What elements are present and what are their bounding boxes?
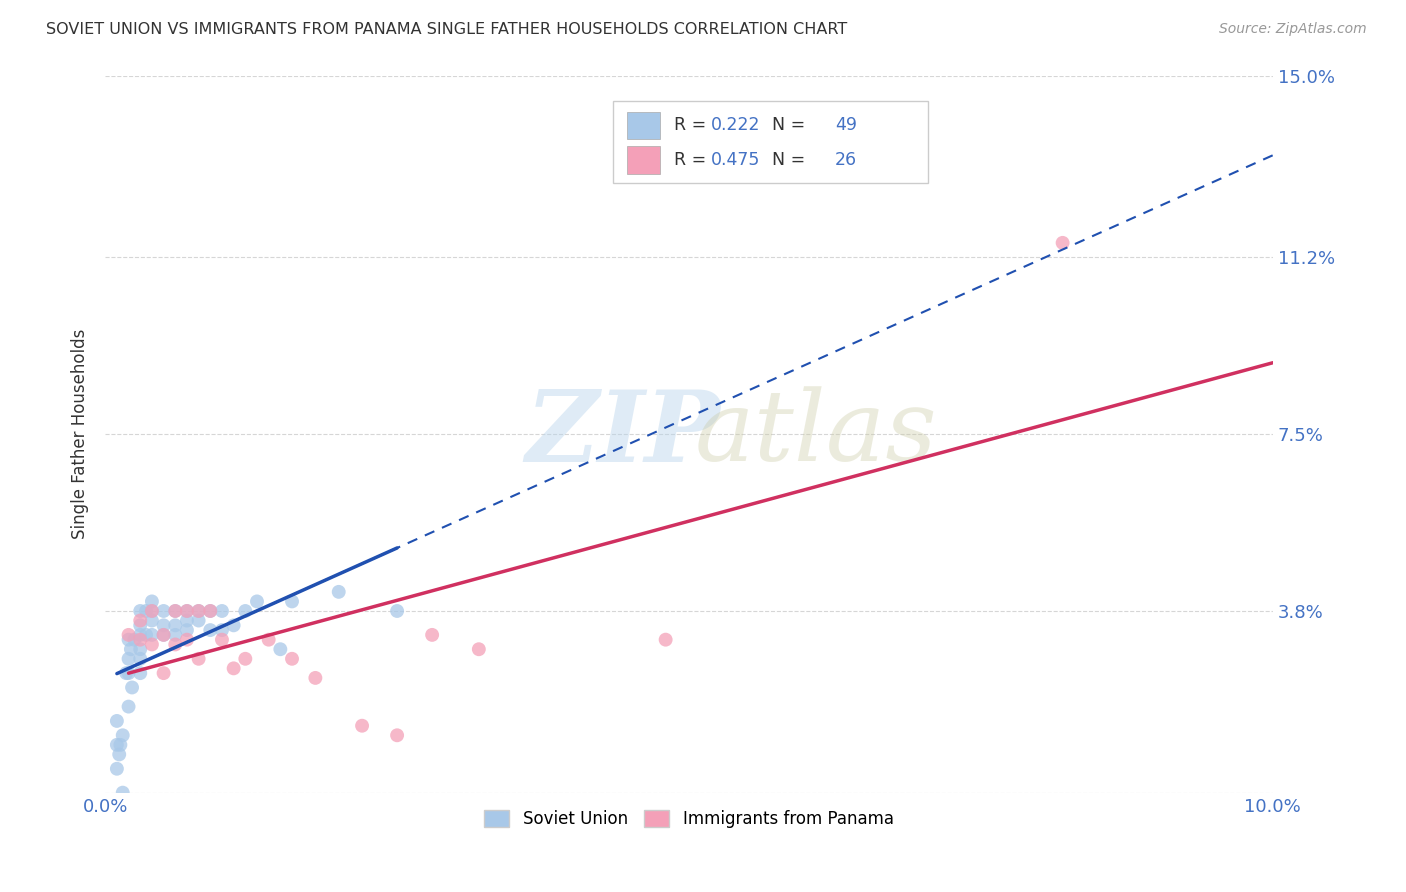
Point bbox=[141, 604, 163, 618]
Point bbox=[200, 604, 222, 618]
Point bbox=[211, 604, 233, 618]
Point bbox=[200, 604, 222, 618]
Text: 26: 26 bbox=[835, 151, 858, 169]
Y-axis label: Single Father Households: Single Father Households bbox=[72, 329, 89, 540]
Point bbox=[165, 637, 187, 651]
Text: R =: R = bbox=[673, 116, 711, 135]
Point bbox=[281, 652, 304, 666]
Point bbox=[1052, 235, 1074, 250]
Text: SOVIET UNION VS IMMIGRANTS FROM PANAMA SINGLE FATHER HOUSEHOLDS CORRELATION CHAR: SOVIET UNION VS IMMIGRANTS FROM PANAMA S… bbox=[46, 22, 848, 37]
Point bbox=[129, 666, 152, 681]
Point bbox=[222, 661, 245, 675]
Text: Source: ZipAtlas.com: Source: ZipAtlas.com bbox=[1219, 22, 1367, 37]
Point bbox=[135, 628, 157, 642]
Point bbox=[117, 666, 139, 681]
Point bbox=[152, 604, 174, 618]
Point bbox=[111, 728, 134, 742]
Point bbox=[129, 614, 152, 628]
Point bbox=[176, 604, 198, 618]
Point bbox=[105, 714, 128, 728]
Point bbox=[141, 594, 163, 608]
Point bbox=[328, 585, 350, 599]
Point bbox=[233, 604, 256, 618]
Point bbox=[152, 666, 174, 681]
Point bbox=[468, 642, 491, 657]
Point bbox=[187, 604, 209, 618]
Point bbox=[141, 604, 163, 618]
Point bbox=[141, 614, 163, 628]
Point bbox=[105, 738, 128, 752]
Point bbox=[152, 628, 174, 642]
Point bbox=[222, 618, 245, 632]
Point bbox=[187, 614, 209, 628]
Point bbox=[246, 594, 269, 608]
Point bbox=[124, 632, 146, 647]
Point bbox=[120, 642, 142, 657]
Point bbox=[117, 632, 139, 647]
Point bbox=[129, 628, 152, 642]
Text: N =: N = bbox=[762, 151, 811, 169]
Point bbox=[111, 786, 134, 800]
Text: ZIP: ZIP bbox=[526, 386, 720, 483]
Point bbox=[117, 652, 139, 666]
Point bbox=[129, 604, 152, 618]
Point bbox=[141, 628, 163, 642]
Point bbox=[129, 642, 152, 657]
Point bbox=[152, 618, 174, 632]
Point bbox=[121, 681, 143, 695]
Point bbox=[187, 604, 209, 618]
Point bbox=[281, 594, 304, 608]
FancyBboxPatch shape bbox=[613, 101, 928, 183]
Point bbox=[105, 762, 128, 776]
Text: atlas: atlas bbox=[695, 386, 938, 482]
Point bbox=[108, 747, 131, 762]
FancyBboxPatch shape bbox=[627, 112, 659, 139]
Text: R =: R = bbox=[673, 151, 711, 169]
Point bbox=[211, 632, 233, 647]
Point bbox=[152, 628, 174, 642]
Point bbox=[165, 618, 187, 632]
Point bbox=[165, 628, 187, 642]
Point bbox=[200, 623, 222, 637]
Point bbox=[176, 623, 198, 637]
Point bbox=[233, 652, 256, 666]
Point bbox=[654, 632, 676, 647]
Point bbox=[176, 614, 198, 628]
Point bbox=[141, 637, 163, 651]
Text: 0.222: 0.222 bbox=[711, 116, 761, 135]
Text: 49: 49 bbox=[835, 116, 856, 135]
Point bbox=[420, 628, 443, 642]
Point bbox=[176, 632, 198, 647]
FancyBboxPatch shape bbox=[627, 146, 659, 174]
Text: 0.475: 0.475 bbox=[711, 151, 761, 169]
Point bbox=[129, 618, 152, 632]
Point bbox=[211, 623, 233, 637]
Point bbox=[117, 699, 139, 714]
Point bbox=[135, 604, 157, 618]
Text: N =: N = bbox=[762, 116, 811, 135]
Point bbox=[110, 738, 132, 752]
Legend: Soviet Union, Immigrants from Panama: Soviet Union, Immigrants from Panama bbox=[478, 803, 900, 835]
Point bbox=[165, 604, 187, 618]
Point bbox=[129, 632, 152, 647]
Point bbox=[269, 642, 291, 657]
Point bbox=[385, 604, 408, 618]
Point bbox=[257, 632, 280, 647]
Point bbox=[187, 652, 209, 666]
Point bbox=[176, 604, 198, 618]
Point bbox=[304, 671, 326, 685]
Point bbox=[115, 666, 138, 681]
Point bbox=[129, 652, 152, 666]
Point bbox=[165, 604, 187, 618]
Point bbox=[352, 719, 374, 733]
Point bbox=[117, 628, 139, 642]
Point bbox=[385, 728, 408, 742]
